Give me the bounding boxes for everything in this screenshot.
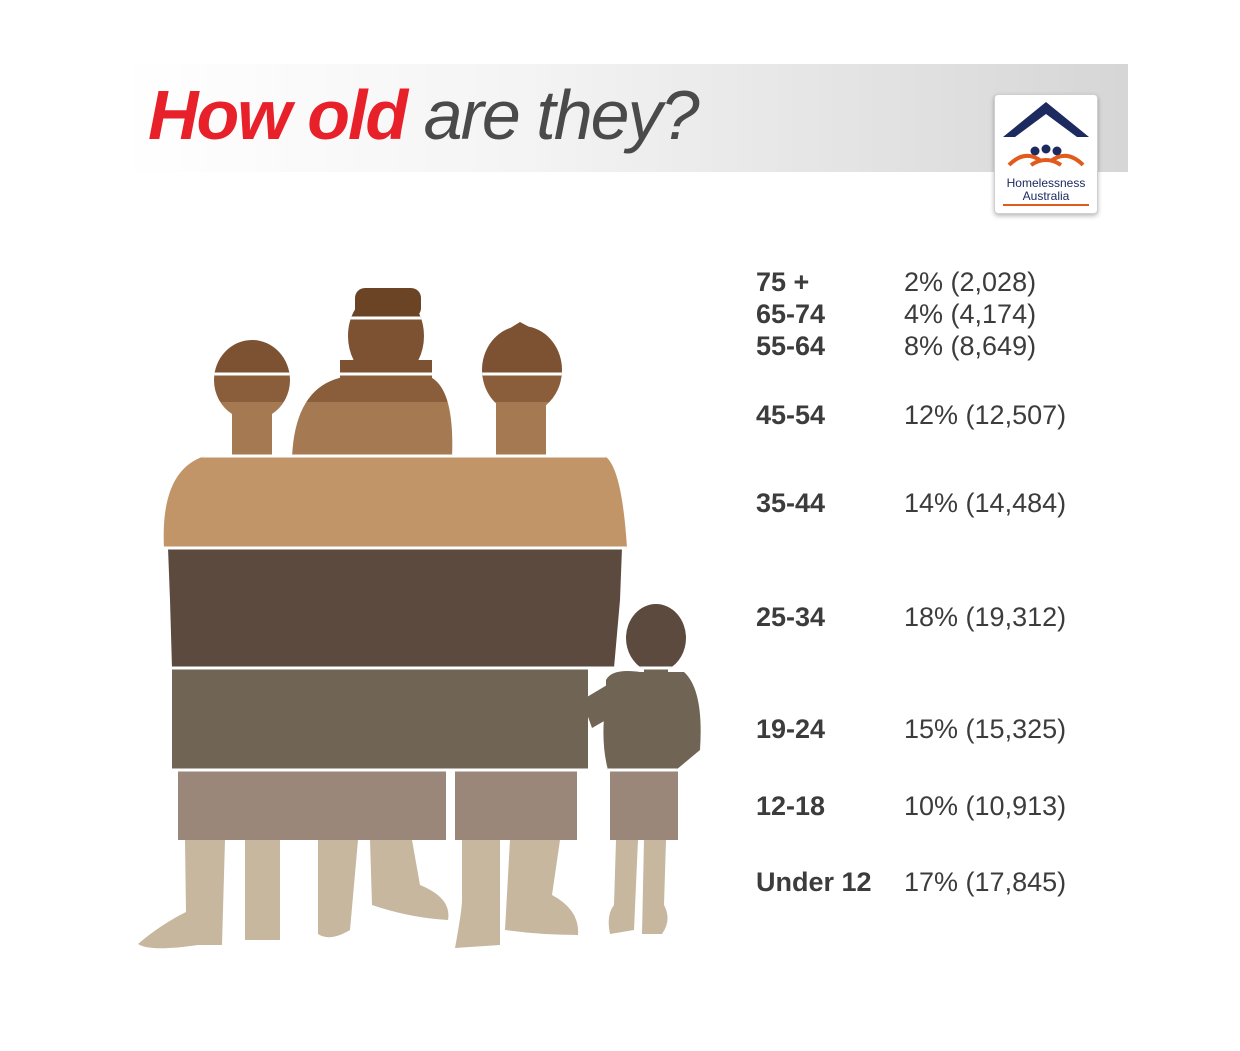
band-age-19-24: [138, 668, 701, 770]
age-label: 65-74: [756, 299, 826, 329]
age-value: 12% (12,507): [904, 400, 1067, 430]
band-age-75-plus: [138, 288, 701, 318]
band-age-65-74: [138, 318, 701, 374]
age-value: 15% (15,325): [904, 714, 1067, 744]
age-value: 17% (17,845): [904, 867, 1067, 897]
title-rest: are they?: [423, 76, 700, 154]
homelessness-australia-logo: Homelessness Australia: [994, 94, 1098, 214]
logo-line-2: Australia: [1022, 189, 1070, 203]
logo-line-1: Homelessness: [1006, 176, 1086, 190]
age-label: 75 +: [756, 267, 810, 297]
age-label: 19-24: [756, 714, 826, 744]
logo-underline: [1003, 204, 1089, 206]
age-label: Under 12: [756, 867, 872, 897]
age-value: 18% (19,312): [904, 602, 1067, 632]
band-age-25-34: [138, 548, 701, 668]
age-value: 8% (8,649): [904, 331, 1037, 361]
age-label: 35-44: [756, 488, 826, 518]
age-label: 25-34: [756, 602, 826, 632]
band-age-35-44: [138, 456, 701, 548]
band-age-45-54: [138, 402, 701, 456]
age-value: 10% (10,913): [904, 791, 1067, 821]
age-value: 14% (14,484): [904, 488, 1067, 518]
age-label: 12-18: [756, 791, 826, 821]
band-age-12-18: [138, 770, 701, 840]
house-roof-icon: [1003, 102, 1089, 167]
age-label: 55-64: [756, 331, 826, 361]
band-age-55-64: [138, 374, 701, 402]
age-label: 45-54: [756, 400, 826, 430]
title-highlight: How old: [148, 76, 408, 154]
header-band: [120, 64, 1128, 172]
page-title: How old are they?: [148, 70, 700, 160]
age-value: 2% (2,028): [904, 267, 1037, 297]
age-value: 4% (4,174): [904, 299, 1037, 329]
band-age-under-12: [138, 840, 701, 949]
